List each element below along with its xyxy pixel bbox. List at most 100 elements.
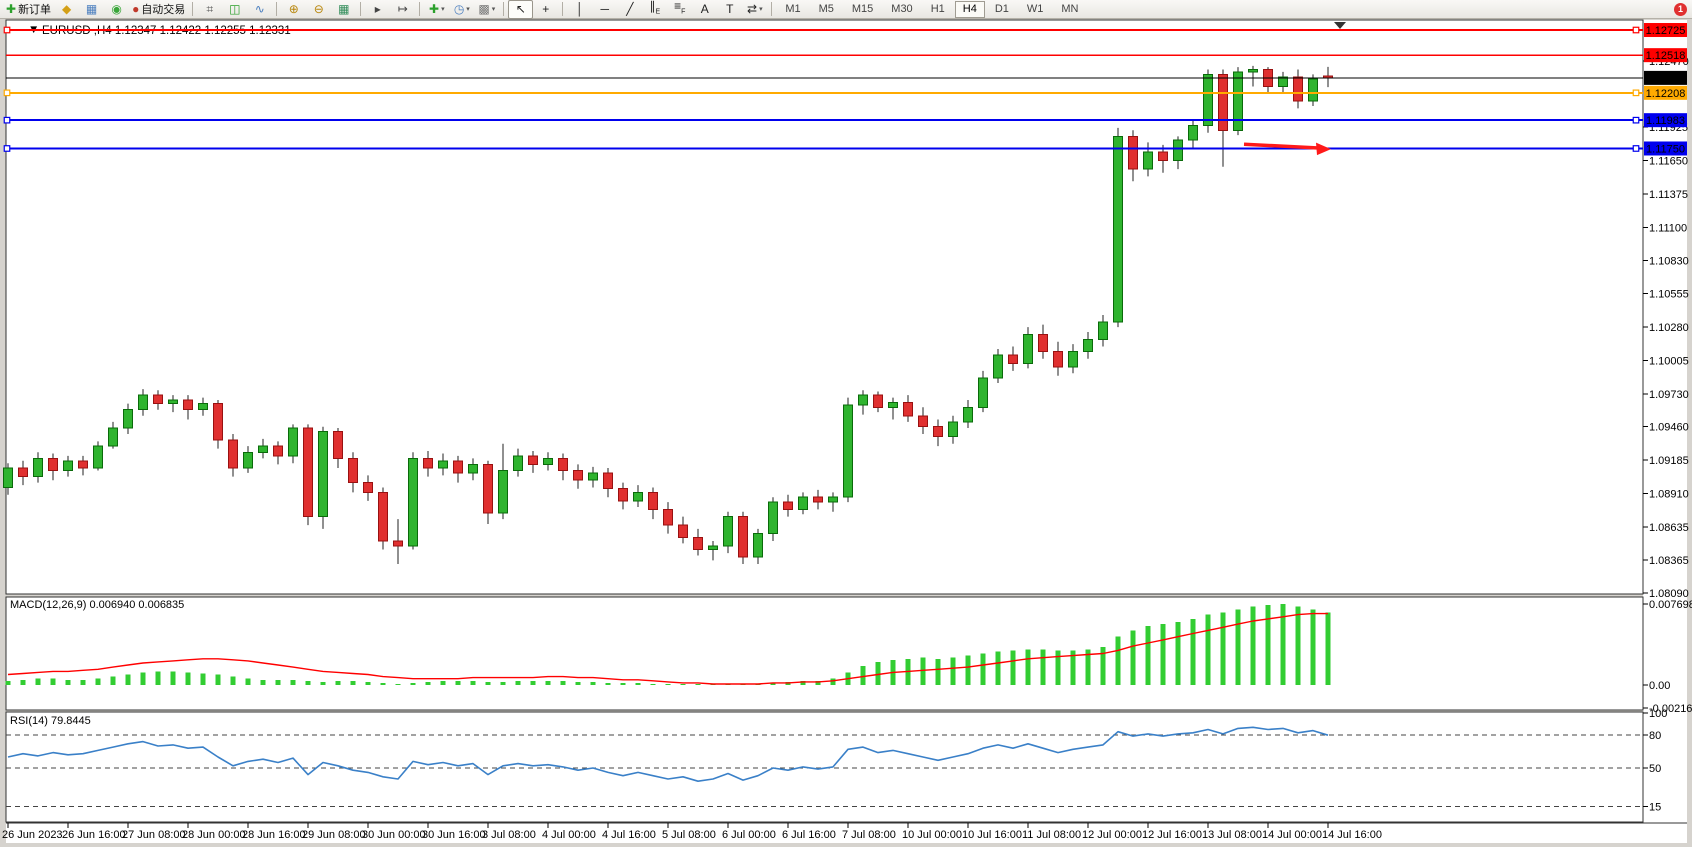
line-handle[interactable] [3, 89, 11, 97]
line-handle[interactable] [1632, 89, 1640, 97]
toolbar-separator [503, 2, 505, 16]
price-axis-label: 1.10830 [1649, 255, 1689, 267]
time-axis-label: 5 Jul 08:00 [662, 829, 716, 841]
line-handle[interactable] [1632, 116, 1640, 124]
chevron-down-icon: ▾ [466, 6, 470, 13]
price-axis-label: 1.11375 [1649, 189, 1688, 201]
line-handle[interactable] [3, 116, 11, 124]
time-axis-label: 3 Jul 08:00 [482, 829, 536, 841]
price-tag [1644, 141, 1687, 156]
zoom-in-icon: ⊕ [288, 2, 299, 16]
equidistant-channel-button[interactable]: ∥E [642, 0, 667, 19]
chart-shift-marker-icon[interactable] [1334, 22, 1346, 29]
price-axis-label: 1.08635 [1649, 522, 1689, 534]
time-axis-label: 10 Jul 00:00 [902, 829, 962, 841]
new-order-button[interactable]: ✚ 新订单 [3, 0, 54, 19]
new-order-label: 新订单 [18, 4, 52, 16]
timeframe-button-h1[interactable]: H1 [930, 2, 945, 15]
autotrading-label: 自动交易 [141, 4, 186, 16]
price-axis-label: 1.10280 [1649, 322, 1689, 334]
notification-badge[interactable]: 1 [1674, 3, 1687, 16]
templates-button[interactable]: ▩ ▾ [474, 0, 499, 19]
horizontal-line-button[interactable]: ─ [592, 0, 617, 19]
time-axis-label: 30 Jun 16:00 [422, 829, 486, 841]
autotrading-button[interactable]: ● 自动交易 [129, 0, 188, 19]
indicators-button[interactable]: ✚ ▾ [424, 0, 449, 19]
main-toolbar: ✚ 新订单 ◆ ▦ ◉ ● 自动交易 ⌗ ◫ ∿ ⊕ ⊖ ▦ ▸ ↦ ✚ ▾ ◷ ▾ ▩ ▾ ↖ + │ ─ ╱ ∥E ≡F A T ⇄ ▾ M… [0, 0, 1692, 19]
candlestick-series [3, 65, 1333, 565]
timeframe-button-m30[interactable]: M30 [891, 2, 913, 15]
time-axis-label: 26 Jun 2023 [2, 829, 63, 841]
time-axis-label: 14 Jul 16:00 [1322, 829, 1382, 841]
fibonacci-button[interactable]: ≡F [667, 0, 692, 19]
toolbar-separator [192, 2, 194, 16]
signals-button[interactable]: ◉ [104, 0, 129, 19]
time-axis-label: 28 Jun 16:00 [242, 829, 306, 841]
terminal-icon: ◆ [61, 2, 72, 16]
candlestick-chart-button[interactable]: ◫ [222, 0, 247, 19]
bar-chart-icon: ⌗ [206, 2, 214, 16]
fibonacci-icon: ≡F [674, 0, 686, 16]
equidistant-channel-icon: ∥E [649, 0, 661, 16]
toolbar-separator [276, 2, 278, 16]
time-axis-label: 12 Jul 16:00 [1142, 829, 1202, 841]
toolbar-separator [419, 2, 421, 16]
rsi-axis-label: 15 [1649, 802, 1661, 814]
terminal-button[interactable]: ◆ [54, 0, 79, 19]
timeframe-button-m1[interactable]: M1 [785, 2, 801, 15]
price-tag-label: 1.12518 [1646, 50, 1686, 62]
price-axis-label: 1.09730 [1649, 389, 1689, 401]
price-axis-label: 1.11100 [1649, 222, 1687, 234]
time-axis-label: 29 Jun 08:00 [302, 829, 366, 841]
price-axis-label: 1.10005 [1649, 356, 1689, 368]
cursor-icon: ↖ [515, 2, 526, 16]
timeframe-button-w1[interactable]: W1 [1026, 2, 1044, 15]
price-tag-label: 1.11750 [1646, 143, 1685, 155]
rsi-axis-label: 100 [1649, 708, 1667, 720]
auto-scroll-button[interactable]: ▸ [365, 0, 390, 19]
time-axis-label: 14 Jul 00:00 [1262, 829, 1322, 841]
timeframe-button-mn[interactable]: MN [1061, 2, 1079, 15]
line-handle[interactable] [3, 145, 11, 152]
timeframe-button-d1[interactable]: D1 [994, 2, 1009, 15]
tile-windows-button[interactable]: ▦ [331, 0, 356, 19]
toolbar-separator [771, 2, 773, 16]
candlestick-chart-icon: ◫ [229, 2, 241, 16]
price-axis-label: 1.08090 [1649, 588, 1689, 600]
text-label-icon: T [726, 2, 734, 16]
tile-windows-icon: ▦ [338, 2, 350, 16]
price-tag-label: 1.12208 [1646, 88, 1686, 100]
chart-shift-button[interactable]: ↦ [390, 0, 415, 19]
metaeditor-button[interactable]: ▦ [79, 0, 104, 19]
time-axis-label: 28 Jun 00:00 [182, 829, 246, 841]
zoom-out-button[interactable]: ⊖ [306, 0, 331, 19]
timeframe-button-h4[interactable]: H4 [954, 0, 985, 18]
line-chart-button[interactable]: ∿ [247, 0, 272, 19]
timeframe-button-m5[interactable]: M5 [818, 2, 834, 15]
text-button[interactable]: A [692, 0, 717, 19]
time-axis-label: 26 Jun 16:00 [62, 829, 126, 841]
vertical-line-button[interactable]: │ [567, 0, 592, 19]
timeframe-button-m15[interactable]: M15 [851, 2, 874, 15]
new-order-icon: ✚ [6, 2, 17, 16]
trendline-button[interactable]: ╱ [617, 0, 642, 19]
price-tag [1644, 113, 1687, 128]
line-handle[interactable] [1632, 26, 1640, 34]
line-handle[interactable] [1632, 145, 1640, 152]
line-handle[interactable] [3, 26, 11, 34]
price-axis-label: 1.09460 [1649, 422, 1689, 434]
cursor-button[interactable]: ↖ [508, 0, 534, 19]
templates-icon: ▩ [478, 2, 490, 16]
text-label-button[interactable]: T [717, 0, 742, 19]
time-axis-label: 27 Jun 08:00 [122, 829, 186, 841]
bar-chart-button[interactable]: ⌗ [197, 0, 222, 19]
toolbar-separator [360, 2, 362, 16]
red-arrow-head [1316, 142, 1331, 156]
crosshair-button[interactable]: + [533, 0, 558, 19]
zoom-in-button[interactable]: ⊕ [281, 0, 306, 19]
arrows-button[interactable]: ⇄ ▾ [742, 0, 767, 19]
price-axis-label: 1.09185 [1649, 455, 1689, 467]
periods-button[interactable]: ◷ ▾ [449, 0, 474, 19]
red-arrow-annotation[interactable] [1243, 142, 1322, 150]
